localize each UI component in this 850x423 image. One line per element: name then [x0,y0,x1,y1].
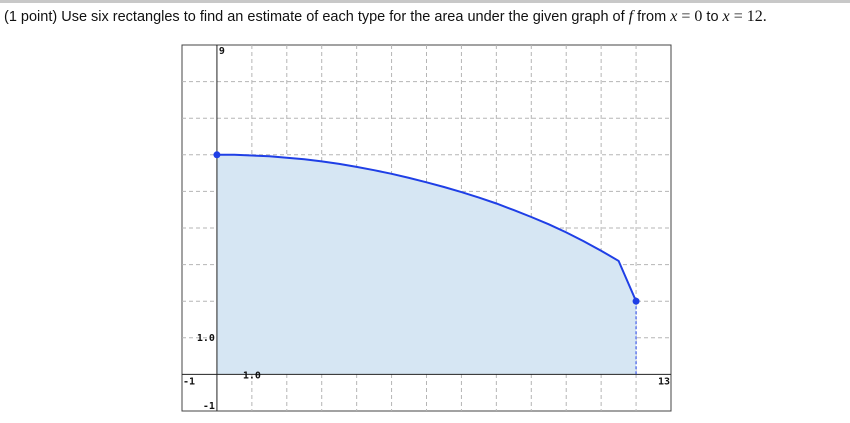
left-endpoint [213,151,221,159]
problem-statement: (1 point) Use six rectangles to find an … [4,8,846,26]
function-symbol: f [628,8,634,25]
y-max-label: 9 [219,46,225,57]
upper-bound-var: x [722,8,730,25]
upper-bound-value: 12. [746,8,767,25]
function-curve [216,153,638,302]
x-min-label: -1 [183,376,195,387]
lower-bound-eq: = [681,8,691,25]
lower-bound-value: 0 [694,8,703,25]
top-divider [0,0,850,3]
x-unit-label: 1.0 [243,370,261,381]
y-unit-label: 1.0 [197,333,215,344]
x-max-label: 13 [658,376,670,387]
right-endpoint [632,297,640,305]
to-word: to [706,9,719,25]
problem-text: (1 point) Use six rectangles to find an … [4,9,625,25]
from-word: from [637,9,667,25]
y-min-label: -1 [203,401,215,412]
area-under-curve [216,154,637,375]
upper-bound-eq: = [733,8,743,25]
lower-bound-var: x [670,8,678,25]
